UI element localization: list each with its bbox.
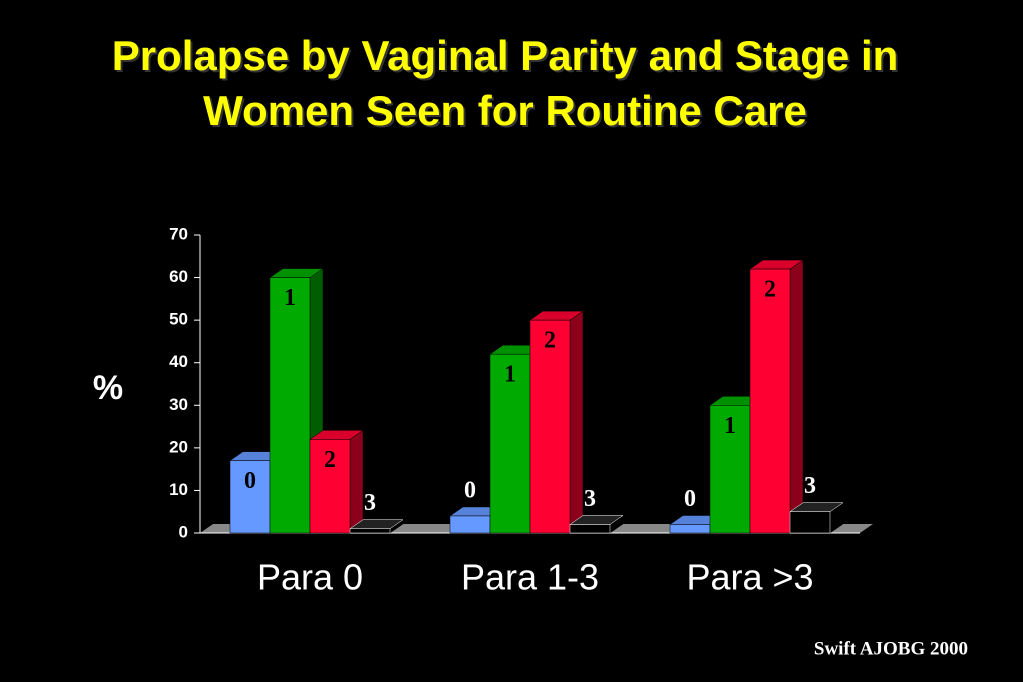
bar xyxy=(349,528,391,534)
bar-side xyxy=(569,310,584,534)
bar xyxy=(669,524,711,534)
source: Swift AJOBG 2000 xyxy=(814,638,968,659)
bar xyxy=(529,319,571,534)
series-label: 0 xyxy=(684,486,696,512)
bar xyxy=(449,515,491,534)
bar-side xyxy=(349,429,364,534)
bar xyxy=(709,405,751,534)
series-label: 3 xyxy=(804,473,816,499)
bar xyxy=(309,439,351,534)
series-label: 2 xyxy=(544,328,556,354)
chart-title: Prolapse by Vaginal Parity and Stage in … xyxy=(111,32,899,134)
y-tick-label: 30 xyxy=(169,395,188,414)
series-label: 1 xyxy=(504,362,516,388)
bar xyxy=(489,353,531,534)
series-label: 1 xyxy=(724,413,736,439)
x-tick-label: Para 1-3 xyxy=(461,557,599,598)
y-axis-label: % xyxy=(93,369,123,407)
bar xyxy=(269,277,311,534)
series-label: 2 xyxy=(324,447,336,473)
y-tick-label: 20 xyxy=(169,437,188,456)
y-tick-label: 0 xyxy=(179,522,188,541)
y-tick-label: 60 xyxy=(169,267,188,286)
y-tick-label: 10 xyxy=(169,480,188,499)
series-label: 2 xyxy=(764,277,776,303)
bar-side xyxy=(789,259,804,534)
bar xyxy=(789,511,831,534)
series-label: 3 xyxy=(364,490,376,516)
series-label: 3 xyxy=(584,486,596,512)
x-tick-label: Para >3 xyxy=(686,557,813,598)
bar xyxy=(229,460,271,534)
x-tick-label: Para 0 xyxy=(257,557,363,598)
series-label: 0 xyxy=(244,468,256,494)
series-label: 1 xyxy=(284,285,296,311)
series-label: 0 xyxy=(464,477,476,503)
y-tick-label: 70 xyxy=(169,224,188,243)
bar xyxy=(749,268,791,534)
y-tick-label: 50 xyxy=(169,310,188,329)
y-tick-label: 40 xyxy=(169,352,188,371)
bar xyxy=(569,524,611,534)
